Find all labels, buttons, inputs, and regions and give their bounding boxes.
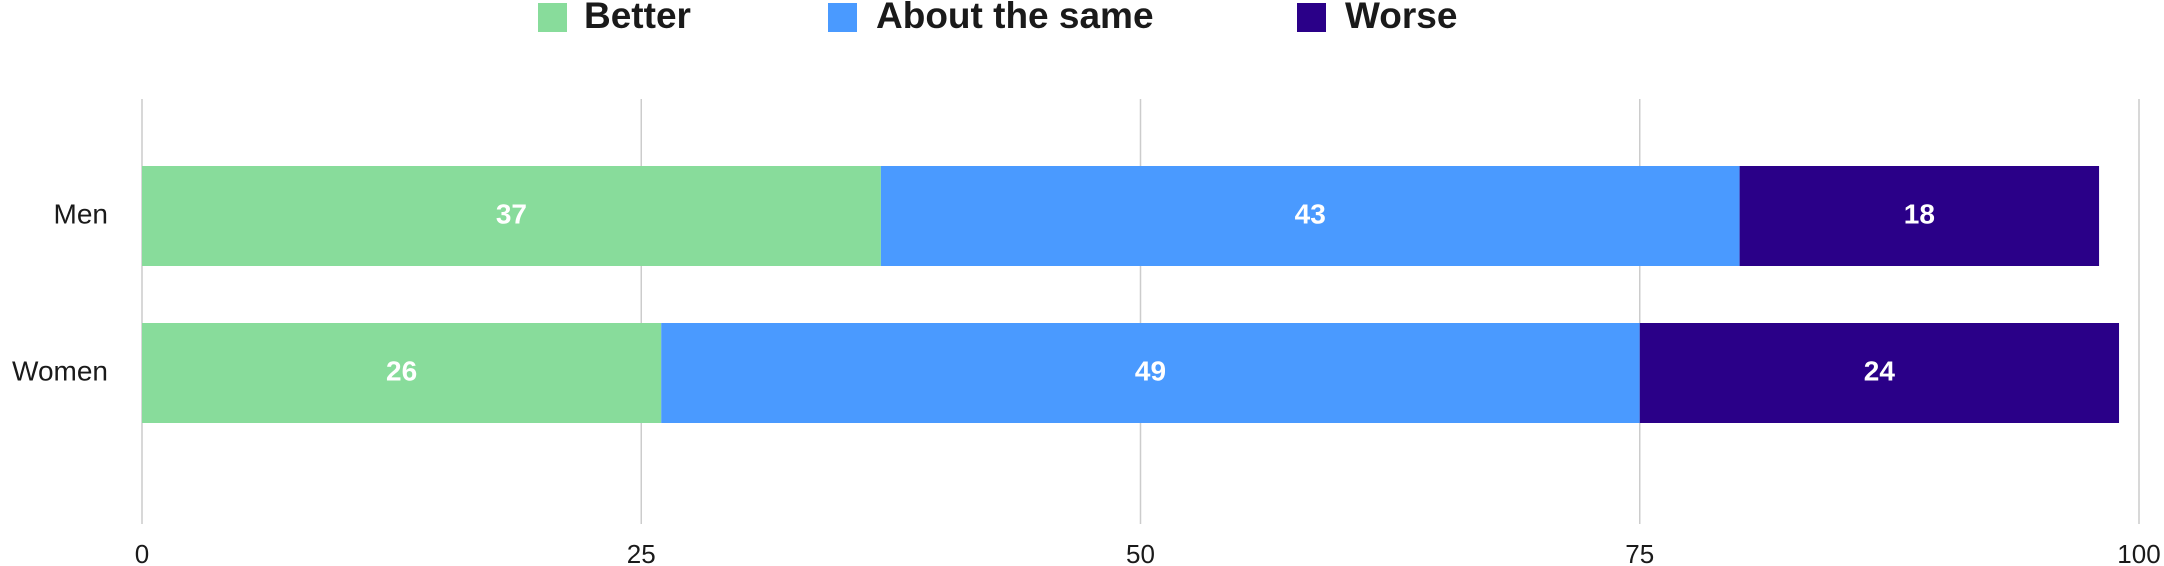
legend-label: Worse [1345, 0, 1457, 36]
bar-segment [142, 166, 881, 266]
bar-segment [1739, 166, 2100, 266]
data-label: 49 [1135, 355, 1166, 386]
y-tick-label: Women [12, 355, 108, 386]
legend-swatch [538, 3, 567, 32]
data-label: 26 [386, 355, 417, 386]
legend-swatch [828, 3, 857, 32]
data-label: 37 [496, 198, 527, 229]
data-label: 43 [1295, 198, 1326, 229]
x-tick-label: 0 [135, 539, 149, 566]
x-tick-label: 25 [627, 539, 656, 566]
x-tick-label: 50 [1126, 539, 1155, 566]
bar-segment [142, 323, 662, 423]
x-tick-label: 100 [2117, 539, 2160, 566]
legend-swatch [1297, 3, 1326, 32]
data-label: 18 [1904, 198, 1935, 229]
bar-segment [1639, 323, 2120, 423]
x-tick-label: 75 [1625, 539, 1654, 566]
data-label: 24 [1864, 355, 1896, 386]
bar-segment [880, 166, 1740, 266]
y-tick-label: Men [54, 198, 108, 229]
bar-segment [661, 323, 1640, 423]
legend-label: About the same [876, 0, 1154, 36]
legend-label: Better [584, 0, 691, 36]
